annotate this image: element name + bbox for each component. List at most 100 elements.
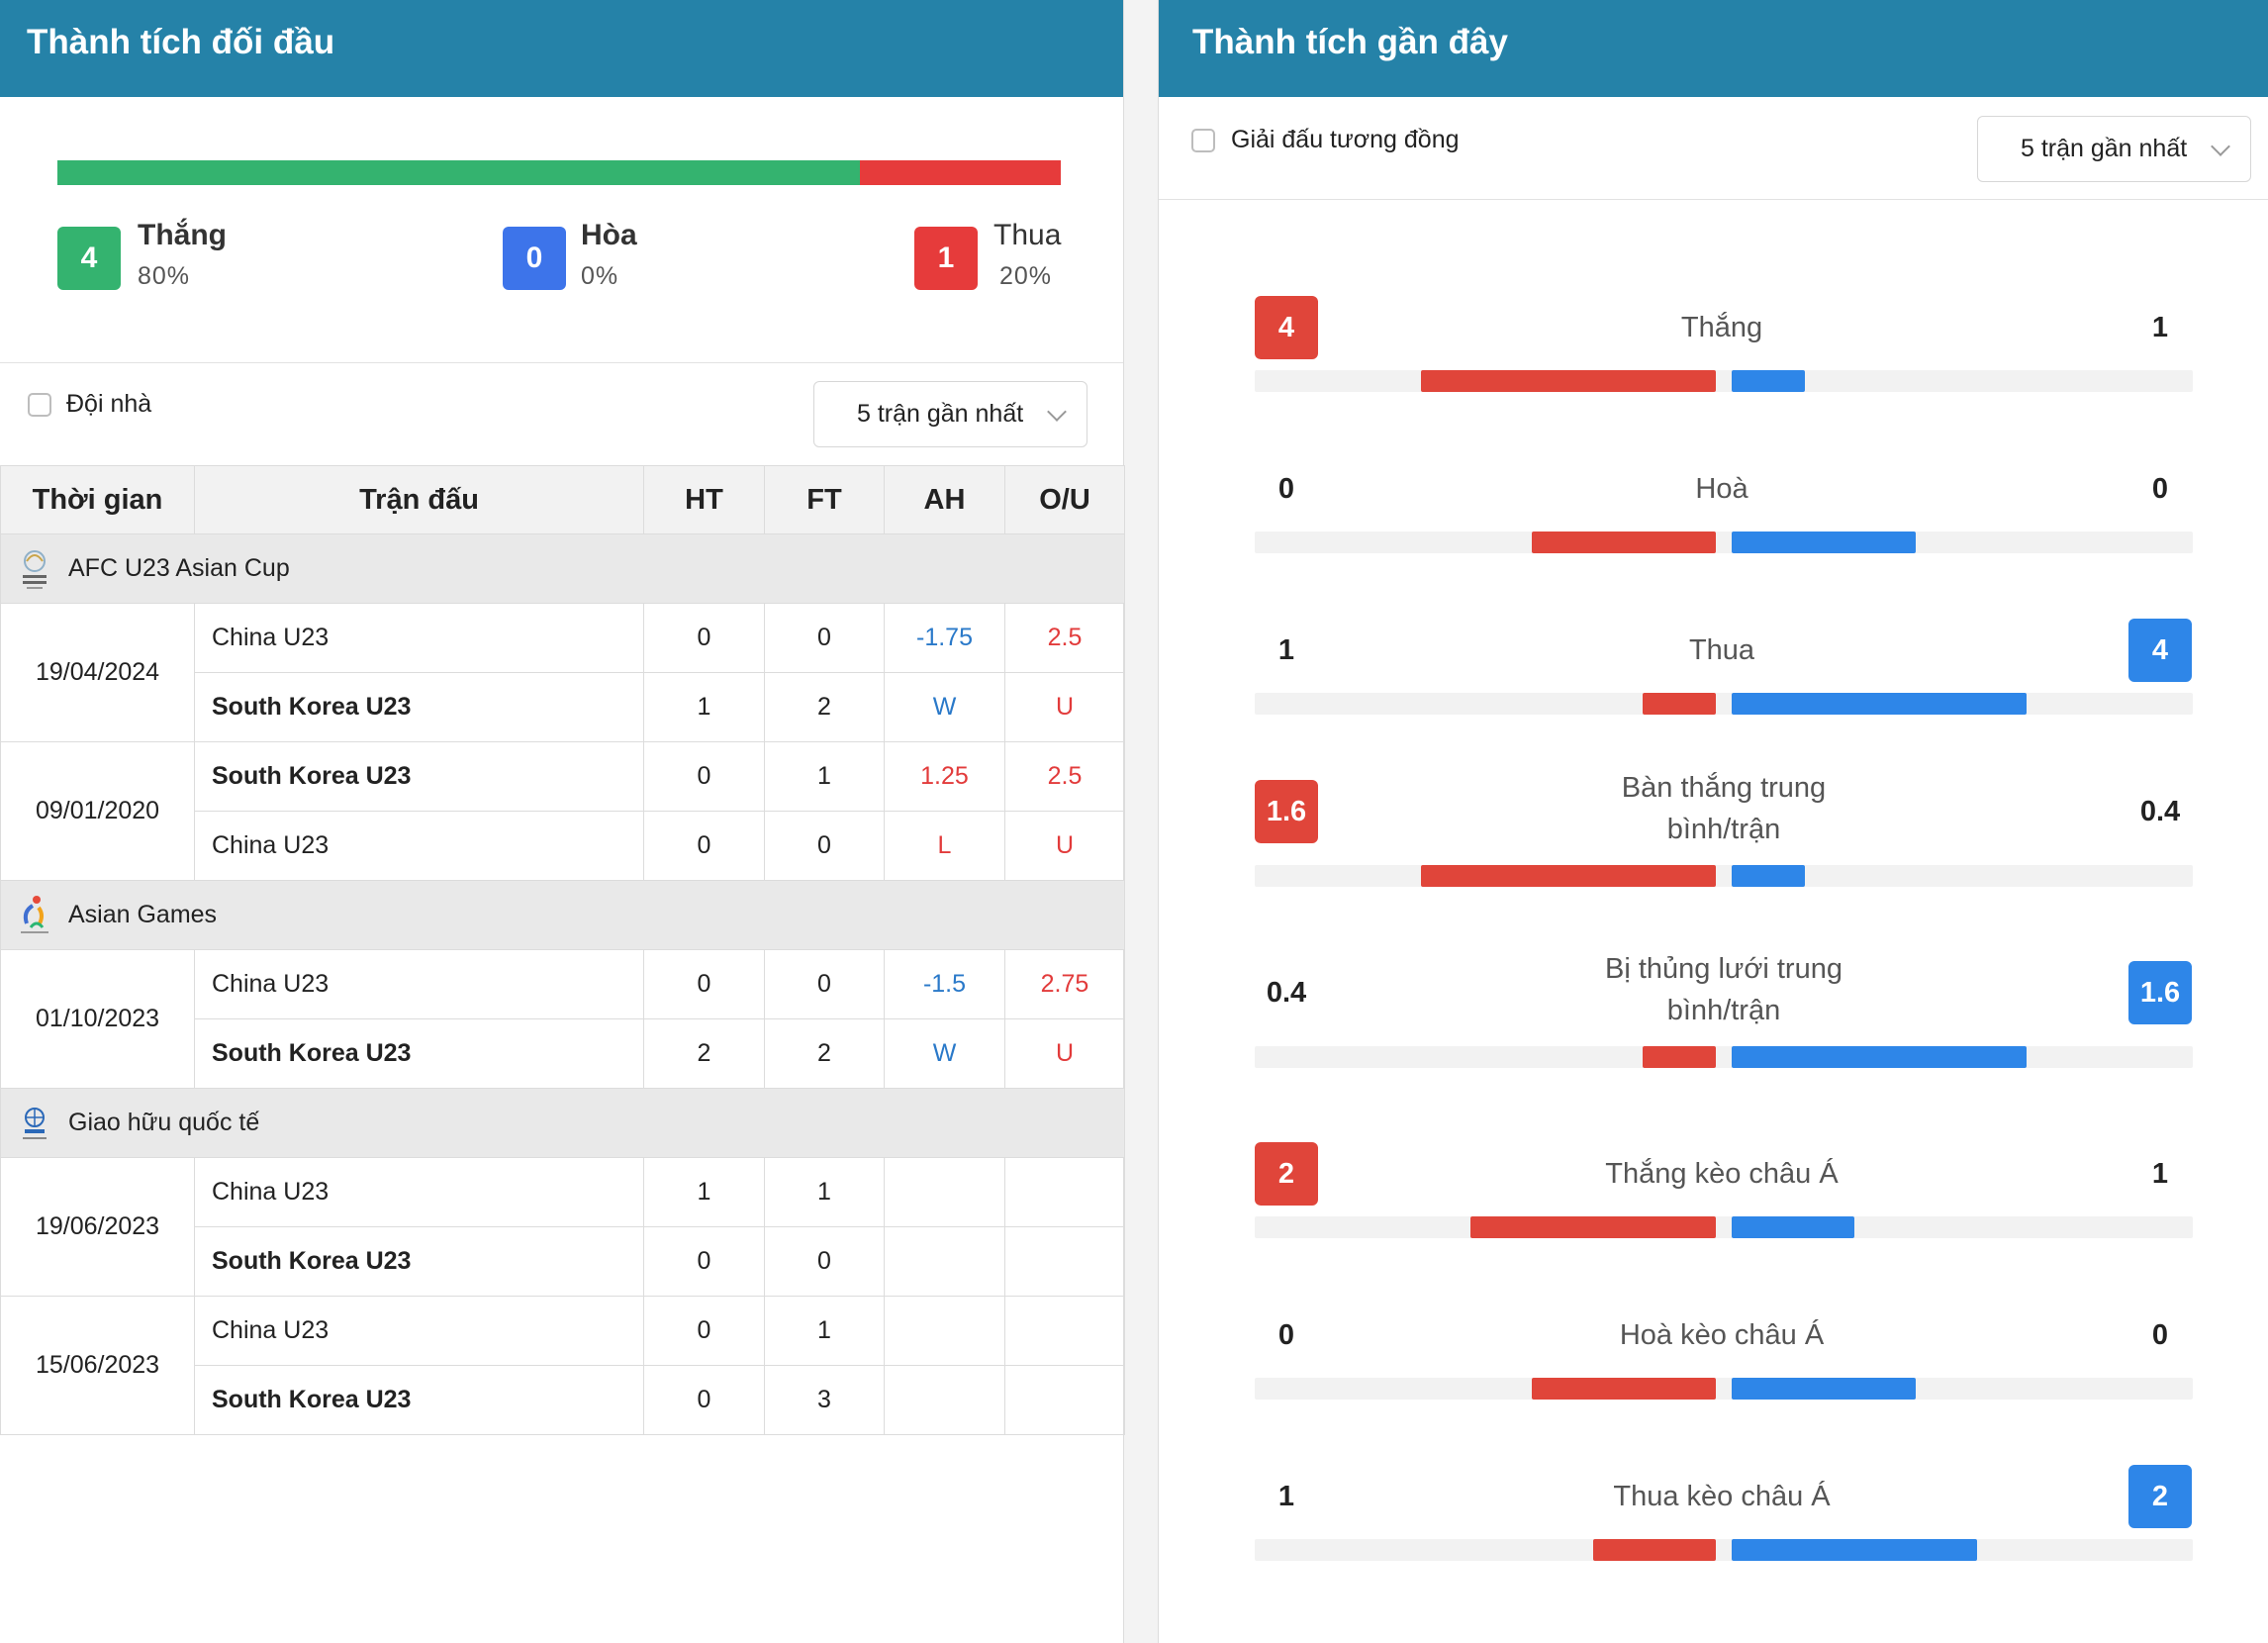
same-league-checkbox[interactable] [1191, 129, 1215, 152]
table-row[interactable]: 15/06/2023 China U23 0 1 [0, 1296, 1125, 1435]
table-row[interactable]: 09/01/2020 South Korea U23 0 1 1.25 2.5 [0, 741, 1125, 881]
table-row[interactable]: 19/06/2023 China U23 1 1 [0, 1157, 1125, 1297]
ft-score: 2 [764, 1018, 885, 1089]
stat-left-value: 4 [1255, 296, 1318, 359]
h2h-result-bar [57, 160, 1061, 185]
recent-title: Thành tích gần đây [1159, 0, 2268, 97]
loss-count-badge: 1 [914, 227, 978, 290]
stat-left-value: 0.4 [1266, 977, 1307, 1009]
ht-score: 0 [643, 1365, 765, 1435]
stat-comparison-bar [1255, 370, 2193, 392]
right-team-bar [1732, 1216, 1854, 1238]
home-only-label: Đội nhà [66, 390, 152, 418]
recent-match-count-select[interactable]: 5 trận gần nhất [1977, 116, 2251, 182]
table-row[interactable]: South Korea U23 0 3 [1, 1365, 1125, 1435]
team-name[interactable]: South Korea U23 [194, 1365, 644, 1435]
h2h-match-count-select[interactable]: 5 trận gần nhất [813, 381, 1087, 447]
ah-result: W [884, 672, 1005, 742]
ht-score: 2 [643, 1018, 765, 1089]
ft-score: 0 [764, 811, 885, 881]
ft-score: 1 [764, 1296, 885, 1366]
right-team-bar [1732, 1046, 2027, 1068]
stat-right-value: 1 [2151, 1158, 2169, 1190]
ou-value [1004, 1296, 1125, 1366]
stat-left-value: 0 [1277, 473, 1295, 505]
stat-label: Thắng kèo châu Á [1605, 1158, 1839, 1190]
col-time: Thời gian [0, 465, 195, 534]
right-team-bar [1732, 370, 1805, 392]
stat-comparison-bar [1255, 865, 2193, 887]
chevron-down-icon [1047, 402, 1067, 422]
ou-value: 2.5 [1004, 603, 1125, 673]
win-bar-segment [57, 160, 860, 185]
win-pct: 80% [138, 262, 191, 290]
team-name[interactable]: China U23 [194, 603, 644, 673]
stat-right-value: 1 [2151, 312, 2169, 343]
ah-value: -1.75 [884, 603, 1005, 673]
draw-pct: 0% [581, 262, 619, 290]
col-ft: FT [764, 465, 885, 534]
team-name[interactable]: China U23 [194, 1296, 644, 1366]
left-team-bar [1643, 1046, 1716, 1068]
divider [0, 362, 1123, 363]
team-name[interactable]: South Korea U23 [194, 741, 644, 812]
team-name[interactable]: China U23 [194, 949, 644, 1019]
col-ah: AH [884, 465, 1005, 534]
loss-bar-segment [860, 160, 1061, 185]
home-only-checkbox[interactable] [28, 393, 51, 417]
team-name[interactable]: China U23 [194, 811, 644, 881]
ht-score: 1 [643, 1157, 765, 1227]
stat-left-value: 0 [1277, 1319, 1295, 1351]
table-row[interactable]: China U23 0 0 L U [1, 811, 1125, 881]
ht-score: 0 [643, 811, 765, 881]
stat-label: Bị thủng lưới trung bình/trận [1605, 953, 1843, 1026]
league-name: AFC U23 Asian Cup [68, 554, 290, 582]
match-date: 15/06/2023 [0, 1296, 195, 1435]
ou-result [1004, 1226, 1125, 1297]
panel-gap [1124, 0, 1158, 1643]
table-header-row: Thời gian Trận đấu HT FT AH O/U [0, 465, 1125, 534]
asian-games-logo-icon [13, 894, 56, 937]
col-ht: HT [643, 465, 765, 534]
league-row: AFC U23 Asian Cup [0, 533, 1125, 604]
ah-result [884, 1226, 1005, 1297]
league-row: Giao hữu quốc tế [0, 1088, 1125, 1158]
stat-right-value: 0 [2151, 1319, 2169, 1351]
team-name[interactable]: South Korea U23 [194, 1226, 644, 1297]
team-name[interactable]: South Korea U23 [194, 1018, 644, 1089]
draw-count-badge: 0 [503, 227, 566, 290]
chevron-down-icon [2211, 137, 2230, 156]
recent-form-panel: Thành tích gần đây Giải đấu tương đồng 5… [1158, 0, 2268, 1643]
left-team-bar [1532, 1378, 1716, 1400]
table-row[interactable]: 01/10/2023 China U23 0 0 -1.5 2.75 [0, 949, 1125, 1089]
team-name[interactable]: South Korea U23 [194, 672, 644, 742]
ah-result: W [884, 1018, 1005, 1089]
ah-value [884, 1296, 1005, 1366]
divider [1159, 199, 2268, 200]
ou-result: U [1004, 1018, 1125, 1089]
table-row[interactable]: South Korea U23 2 2 W U [1, 1018, 1125, 1089]
ht-score: 1 [643, 672, 765, 742]
stat-label: Thua [1688, 634, 1755, 666]
stat-right-value: 2 [2128, 1465, 2192, 1528]
fifa-logo-icon [13, 1102, 56, 1145]
table-row[interactable]: 19/04/2024 China U23 0 0 -1.75 2.5 [0, 603, 1125, 742]
league-name: Asian Games [68, 901, 218, 928]
stat-label: Hoà [1695, 473, 1748, 505]
ft-score: 1 [764, 1157, 885, 1227]
draw-label: Hòa [581, 219, 637, 251]
stat-comparison-bar [1255, 1378, 2193, 1400]
loss-label: Thua [993, 219, 1062, 251]
league-row: Asian Games [0, 880, 1125, 950]
ft-score: 0 [764, 949, 885, 1019]
team-name[interactable]: China U23 [194, 1157, 644, 1227]
match-date: 09/01/2020 [0, 741, 195, 881]
ft-score: 3 [764, 1365, 885, 1435]
col-match: Trận đấu [194, 465, 644, 534]
ah-value [884, 1157, 1005, 1227]
stat-left-value: 1 [1277, 1481, 1295, 1512]
table-row[interactable]: South Korea U23 0 0 [1, 1226, 1125, 1297]
stat-comparison-bar [1255, 1539, 2193, 1561]
table-row[interactable]: South Korea U23 1 2 W U [1, 672, 1125, 742]
right-team-bar [1732, 1539, 1977, 1561]
